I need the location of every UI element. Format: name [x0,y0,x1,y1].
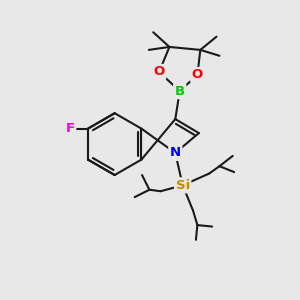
Text: Si: Si [176,179,190,192]
Text: N: N [170,146,181,159]
Text: O: O [192,68,203,81]
Text: B: B [175,85,185,98]
Text: F: F [66,122,75,135]
Text: O: O [154,65,165,79]
